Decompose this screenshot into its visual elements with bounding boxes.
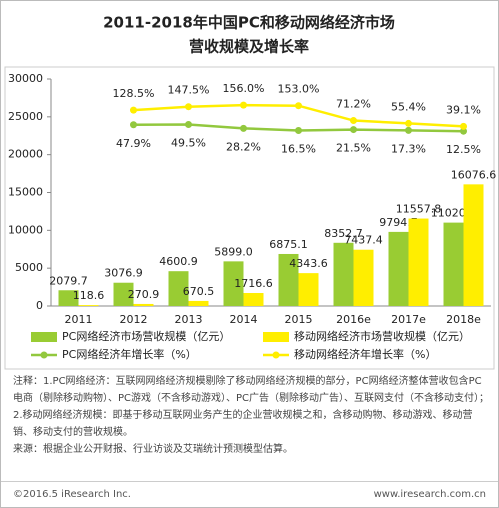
line-value-label: 147.5%: [168, 84, 210, 97]
line-value-label: 71.2%: [336, 98, 371, 111]
line-marker: [350, 117, 357, 125]
bar-value-label: 118.6: [73, 289, 105, 302]
bar-value-label: 1716.6: [234, 277, 273, 290]
bar-value-label: 2079.7: [49, 274, 88, 287]
bar: [223, 261, 244, 306]
y-tick-label: 20000: [8, 148, 43, 161]
x-tick-label: 2018e: [446, 313, 481, 326]
bar: [168, 271, 189, 306]
bar-value-label: 11557.8: [396, 203, 442, 216]
bar: [278, 253, 299, 306]
plot-frame: [4, 66, 495, 370]
bar: [243, 293, 264, 306]
chart-title: 2011-2018年中国PC和移动网络经济市场: [103, 14, 395, 32]
bar: [463, 184, 484, 306]
source: 来源：根据企业公开财报、行业访谈及艾瑞统计预测模型估算。: [13, 444, 293, 455]
y-tick-label: 30000: [8, 72, 43, 85]
line-marker: [295, 102, 302, 110]
bar: [298, 273, 319, 306]
line-value-label: 55.4%: [391, 100, 426, 113]
legend-label: PC网络经济年增长率（%）: [62, 347, 197, 361]
bar-value-label: 3076.9: [104, 267, 143, 280]
bar: [408, 218, 429, 306]
bar: [443, 222, 464, 306]
copyright: ©2016.5 iResearch Inc.: [13, 489, 131, 500]
line-marker: [405, 119, 412, 127]
x-tick-label: 2017e: [391, 313, 426, 326]
bar: [78, 305, 99, 306]
line-value-label: 12.5%: [446, 143, 481, 156]
line-marker: [460, 127, 467, 135]
website: www.iresearch.com.cn: [373, 489, 486, 500]
bar: [333, 242, 354, 306]
line-marker: [240, 101, 247, 109]
note: 注释：1.PC网络经济：互联网网络经济规模剔除了移动网络经济规模的部分，PC网络…: [13, 376, 490, 438]
y-tick-label: 0: [36, 299, 43, 312]
bar-value-label: 7437.4: [344, 234, 383, 247]
legend-label: 移动网络经济年增长率（%）: [294, 347, 436, 361]
line-marker: [295, 126, 302, 134]
x-tick-label: 2016e: [336, 313, 371, 326]
x-tick-label: 2011: [65, 313, 93, 326]
legend-label: 移动网络经济市场营收规模（亿元）: [294, 329, 470, 343]
line-marker: [405, 126, 412, 134]
bar: [188, 300, 209, 306]
bar-value-label: 270.9: [128, 288, 160, 301]
y-tick-label: 15000: [8, 186, 43, 199]
bar-value-label: 8352.7: [324, 227, 363, 240]
line-value-label: 49.5%: [171, 136, 206, 149]
bar-value-label: 9794.7: [379, 216, 418, 229]
bar-value-label: 4600.9: [159, 255, 198, 268]
line-value-label: 39.1%: [446, 103, 481, 116]
legend-swatch: [272, 351, 280, 359]
legend-swatch: [40, 351, 48, 359]
chart-title: 营收规模及增长率: [189, 38, 309, 56]
line-value-label: 28.2%: [226, 140, 261, 153]
legend-swatch: [31, 332, 57, 342]
line-marker: [130, 106, 137, 114]
x-tick-label: 2012: [120, 313, 148, 326]
bar: [388, 231, 409, 306]
y-tick-label: 25000: [8, 110, 43, 123]
y-tick-label: 10000: [8, 223, 43, 236]
line-value-label: 47.9%: [116, 137, 151, 150]
bar: [353, 249, 374, 306]
line-marker: [185, 120, 192, 128]
bar-value-label: 4343.6: [289, 257, 328, 270]
bar: [113, 282, 134, 306]
bar-value-label: 16076.6: [451, 168, 497, 181]
line-marker: [460, 122, 467, 130]
legend-label: PC网络经济市场营收规模（亿元）: [62, 329, 230, 343]
line-value-label: 128.5%: [113, 87, 155, 100]
line-marker: [240, 124, 247, 132]
line-value-label: 16.5%: [281, 142, 316, 155]
line-marker: [350, 126, 357, 134]
footer: ©2016.5 iResearch Inc. www.iresearch.com…: [1, 481, 498, 508]
bar: [58, 290, 79, 306]
notes: 注释：1.PC网络经济：互联网网络经济规模剔除了移动网络经济规模的部分，PC网络…: [13, 373, 491, 458]
line-value-label: 153.0%: [278, 83, 320, 96]
x-tick-label: 2014: [230, 313, 258, 326]
bar: [133, 303, 154, 306]
bar-value-label: 6875.1: [269, 238, 308, 251]
bar-value-label: 5899.0: [214, 245, 253, 258]
line-marker: [185, 103, 192, 111]
x-tick-label: 2015: [285, 313, 313, 326]
line-marker: [130, 121, 137, 129]
line-value-label: 156.0%: [223, 82, 265, 95]
line-value-label: 21.5%: [336, 142, 371, 155]
x-tick-label: 2013: [175, 313, 203, 326]
line-value-label: 17.3%: [391, 142, 426, 155]
chart: 2011-2018年中国PC和移动网络经济市场 营收规模及增长率 0 5000 10…: [4, 14, 497, 370]
y-tick-label: 5000: [15, 261, 43, 274]
bar-value-label: 670.5: [183, 285, 215, 298]
legend-swatch: [263, 332, 289, 342]
